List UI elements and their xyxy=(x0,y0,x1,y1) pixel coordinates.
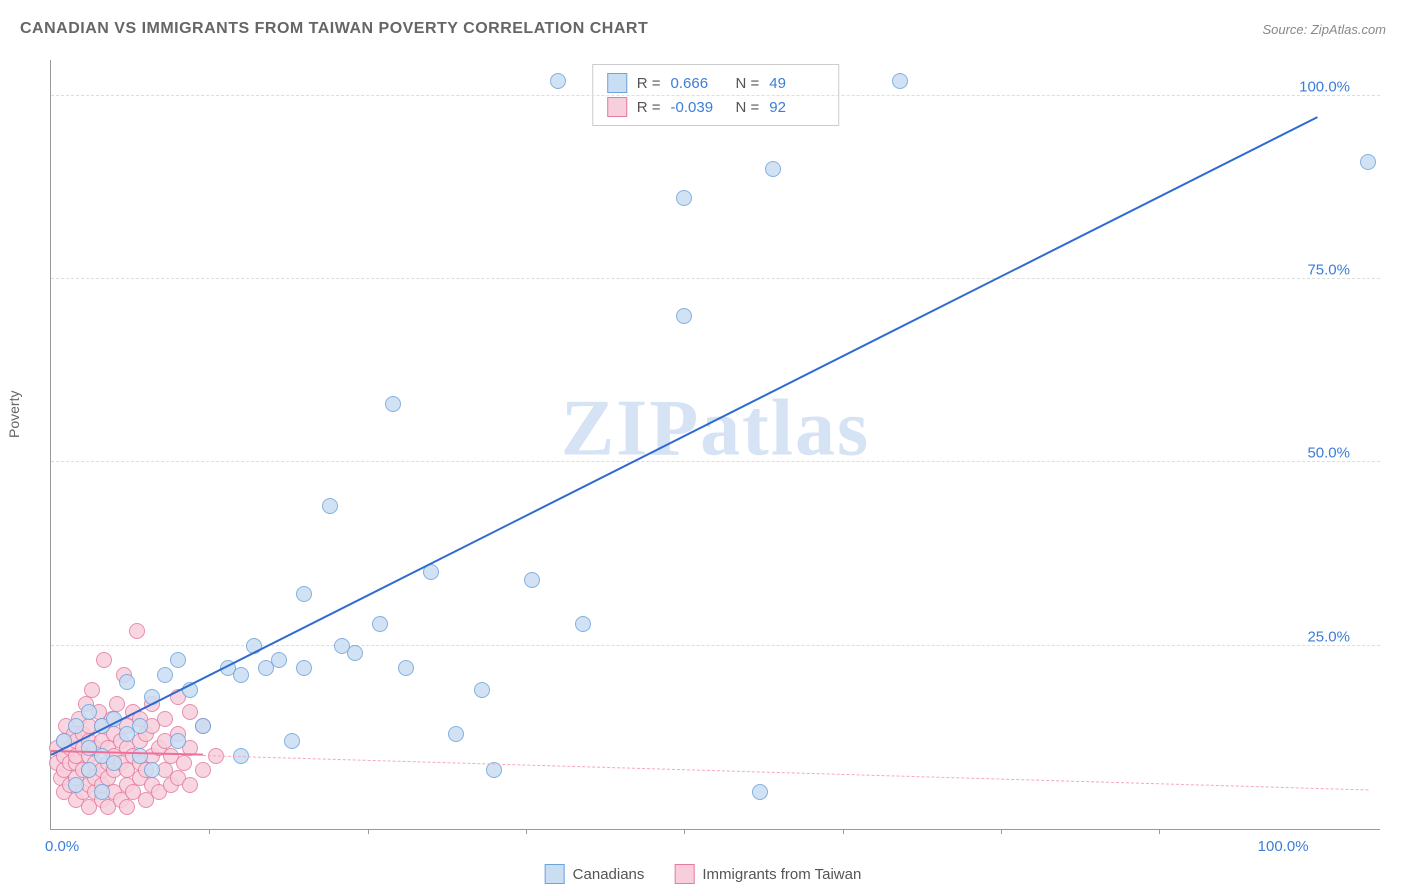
scatter-point xyxy=(132,748,148,764)
gridline xyxy=(51,278,1380,279)
scatter-point xyxy=(372,616,388,632)
legend-swatch-canadians xyxy=(545,864,565,884)
x-tick-mark xyxy=(684,829,685,834)
legend-n-label: N = xyxy=(736,75,760,92)
legend-swatch-taiwan xyxy=(674,864,694,884)
legend-r-value-canadians: 0.666 xyxy=(671,75,726,92)
gridline xyxy=(51,95,1380,96)
scatter-point xyxy=(892,73,908,89)
scatter-point xyxy=(271,652,287,668)
scatter-point xyxy=(119,674,135,690)
legend-item-taiwan: Immigrants from Taiwan xyxy=(674,864,861,884)
scatter-point xyxy=(84,682,100,698)
scatter-point xyxy=(68,777,84,793)
scatter-point xyxy=(347,645,363,661)
scatter-point xyxy=(81,704,97,720)
scatter-point xyxy=(106,755,122,771)
scatter-point xyxy=(157,711,173,727)
scatter-point xyxy=(233,667,249,683)
scatter-point xyxy=(575,616,591,632)
x-tick-mark xyxy=(526,829,527,834)
legend-item-canadians: Canadians xyxy=(545,864,645,884)
scatter-point xyxy=(1360,154,1376,170)
scatter-point xyxy=(676,190,692,206)
scatter-point xyxy=(398,660,414,676)
legend-r-label: R = xyxy=(637,75,661,92)
y-tick-label: 75.0% xyxy=(1307,262,1350,279)
x-tick-label: 100.0% xyxy=(1258,838,1309,855)
scatter-point xyxy=(81,762,97,778)
scatter-point xyxy=(109,696,125,712)
scatter-point xyxy=(157,667,173,683)
scatter-point xyxy=(550,73,566,89)
x-tick-mark xyxy=(209,829,210,834)
scatter-point xyxy=(448,726,464,742)
scatter-point xyxy=(284,733,300,749)
legend-r-label: R = xyxy=(637,99,661,116)
source-label: Source: ZipAtlas.com xyxy=(1262,22,1386,37)
scatter-point xyxy=(182,777,198,793)
scatter-point xyxy=(176,755,192,771)
y-axis-label: Poverty xyxy=(6,391,22,438)
legend-row-canadians: R = 0.666 N = 49 xyxy=(607,71,825,95)
y-tick-label: 50.0% xyxy=(1307,445,1350,462)
legend-label-taiwan: Immigrants from Taiwan xyxy=(702,866,861,883)
scatter-point xyxy=(68,718,84,734)
legend-n-value-taiwan: 92 xyxy=(769,99,824,116)
scatter-point xyxy=(170,733,186,749)
trend-line xyxy=(203,755,1368,790)
gridline xyxy=(51,461,1380,462)
scatter-point xyxy=(96,652,112,668)
legend-n-value-canadians: 49 xyxy=(769,75,824,92)
plot-area: ZIPatlas R = 0.666 N = 49 R = -0.039 N =… xyxy=(50,60,1380,830)
x-tick-mark xyxy=(1001,829,1002,834)
x-tick-mark xyxy=(1159,829,1160,834)
legend-n-label: N = xyxy=(736,99,760,116)
legend-label-canadians: Canadians xyxy=(573,866,645,883)
scatter-point xyxy=(195,762,211,778)
scatter-point xyxy=(474,682,490,698)
scatter-point xyxy=(119,799,135,815)
scatter-point xyxy=(524,572,540,588)
scatter-point xyxy=(385,396,401,412)
legend-row-taiwan: R = -0.039 N = 92 xyxy=(607,95,825,119)
legend-swatch-taiwan xyxy=(607,97,627,117)
scatter-point xyxy=(322,498,338,514)
scatter-point xyxy=(296,660,312,676)
scatter-point xyxy=(676,308,692,324)
scatter-point xyxy=(195,718,211,734)
x-tick-mark xyxy=(843,829,844,834)
trend-line xyxy=(51,116,1319,756)
scatter-point xyxy=(765,161,781,177)
scatter-point xyxy=(752,784,768,800)
legend-swatch-canadians xyxy=(607,73,627,93)
scatter-point xyxy=(296,586,312,602)
y-tick-label: 100.0% xyxy=(1299,78,1350,95)
scatter-point xyxy=(132,718,148,734)
scatter-point xyxy=(182,704,198,720)
legend-series: Canadians Immigrants from Taiwan xyxy=(545,864,862,884)
legend-r-value-taiwan: -0.039 xyxy=(671,99,726,116)
scatter-point xyxy=(170,652,186,668)
scatter-point xyxy=(144,762,160,778)
scatter-point xyxy=(129,623,145,639)
y-tick-label: 25.0% xyxy=(1307,628,1350,645)
x-tick-label: 0.0% xyxy=(45,838,79,855)
chart-title: CANADIAN VS IMMIGRANTS FROM TAIWAN POVER… xyxy=(20,20,648,38)
chart-container: CANADIAN VS IMMIGRANTS FROM TAIWAN POVER… xyxy=(0,0,1406,892)
scatter-point xyxy=(94,784,110,800)
x-tick-mark xyxy=(368,829,369,834)
